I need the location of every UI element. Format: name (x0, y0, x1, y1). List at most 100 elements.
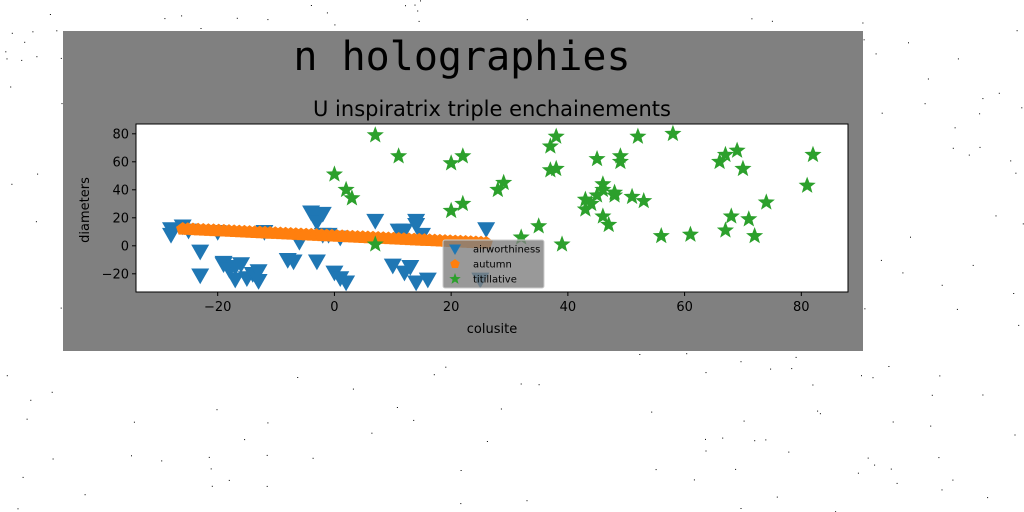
noise-dot (1021, 107, 1023, 109)
noise-dot (863, 144, 865, 146)
noise-dot (931, 394, 933, 396)
noise-dot (142, 358, 144, 360)
titillative-point (547, 127, 565, 144)
noise-dot (753, 9, 755, 11)
noise-dot (31, 36, 32, 38)
noise-dot (487, 491, 489, 493)
noise-dot (208, 456, 210, 458)
noise-dot (998, 92, 1000, 94)
titillative-point (442, 154, 460, 171)
noise-dot (405, 473, 407, 474)
airworthiness-point (162, 227, 181, 244)
noise-dot (1010, 160, 1012, 162)
noise-dot (50, 69, 52, 71)
noise-dot (979, 336, 980, 338)
noise-dot (686, 353, 688, 355)
noise-dot (460, 503, 462, 505)
noise-dot (982, 394, 984, 396)
noise-dot (791, 368, 793, 370)
noise-dot (980, 302, 982, 304)
noise-dot (288, 387, 290, 389)
y-tick-label: 40 (112, 183, 129, 198)
airworthiness-point (418, 272, 437, 289)
legend-marker-titillative (449, 273, 461, 284)
noise-dot (988, 331, 990, 333)
noise-dot (332, 353, 334, 355)
noise-dot (941, 335, 943, 337)
noise-dot (27, 312, 29, 314)
noise-dot (1022, 166, 1024, 168)
noise-dot (693, 479, 695, 481)
noise-dot (902, 272, 904, 274)
noise-dot (13, 449, 15, 451)
noise-dot (705, 450, 707, 452)
noise-dot (968, 460, 970, 462)
noise-dot (946, 414, 948, 416)
noise-dot (60, 448, 62, 450)
airworthiness-point (383, 258, 402, 275)
noise-dot (924, 103, 926, 105)
titillative-point (442, 201, 460, 219)
x-tick-label: 40 (560, 300, 577, 315)
noise-dot (368, 352, 370, 354)
titillative-point (489, 180, 507, 198)
noise-dot (645, 0, 647, 2)
noise-dot (6, 375, 8, 377)
noise-dot (61, 103, 63, 105)
series-titillative (325, 124, 822, 252)
noise-dot (135, 387, 137, 389)
noise-dot (161, 22, 163, 23)
noise-dot (51, 391, 53, 393)
noise-dot (795, 356, 797, 358)
noise-dot (403, 366, 405, 368)
noise-dot (733, 378, 735, 380)
noise-dot (389, 423, 391, 424)
airworthiness-point (395, 223, 414, 240)
noise-dot (60, 307, 62, 309)
noise-dot (1013, 354, 1015, 355)
titillative-point (740, 210, 758, 227)
noise-dot (862, 22, 864, 24)
noise-dot (977, 6, 979, 8)
titillative-point (623, 187, 641, 205)
noise-dot (817, 410, 819, 412)
noise-dot (880, 498, 881, 500)
noise-dot (981, 478, 983, 480)
airworthiness-point (307, 254, 326, 271)
noise-dot (837, 428, 839, 429)
titillative-point (512, 228, 530, 245)
noise-dot (125, 482, 127, 484)
noise-dot (20, 98, 22, 100)
noise-dot (908, 42, 909, 44)
noise-dot (500, 408, 502, 410)
noise-dot (658, 469, 660, 471)
noise-dot (979, 146, 981, 148)
noise-dot (780, 392, 782, 394)
noise-dot (956, 308, 958, 310)
noise-dot (863, 39, 865, 41)
noise-dot (561, 19, 563, 21)
noise-dot (934, 370, 936, 372)
x-tick-label: 20 (443, 300, 460, 315)
noise-dot (819, 413, 821, 415)
noise-dot (649, 353, 651, 355)
titillative-point (734, 159, 752, 177)
noise-dot (93, 444, 95, 445)
y-tick-label: 0 (121, 239, 129, 254)
titillative-point (553, 235, 571, 252)
noise-dot (36, 56, 38, 58)
noise-dot (9, 161, 11, 163)
noise-dot (857, 472, 859, 474)
noise-dot (232, 464, 234, 466)
noise-dot (622, 425, 624, 427)
noise-dot (875, 233, 877, 235)
titillative-point (541, 137, 559, 154)
noise-dot (754, 440, 756, 442)
noise-dot (474, 29, 476, 30)
noise-dot (133, 421, 135, 423)
noise-dot (887, 366, 889, 368)
noise-dot (942, 305, 944, 307)
noise-dot (13, 208, 15, 210)
titillative-point (588, 186, 606, 203)
